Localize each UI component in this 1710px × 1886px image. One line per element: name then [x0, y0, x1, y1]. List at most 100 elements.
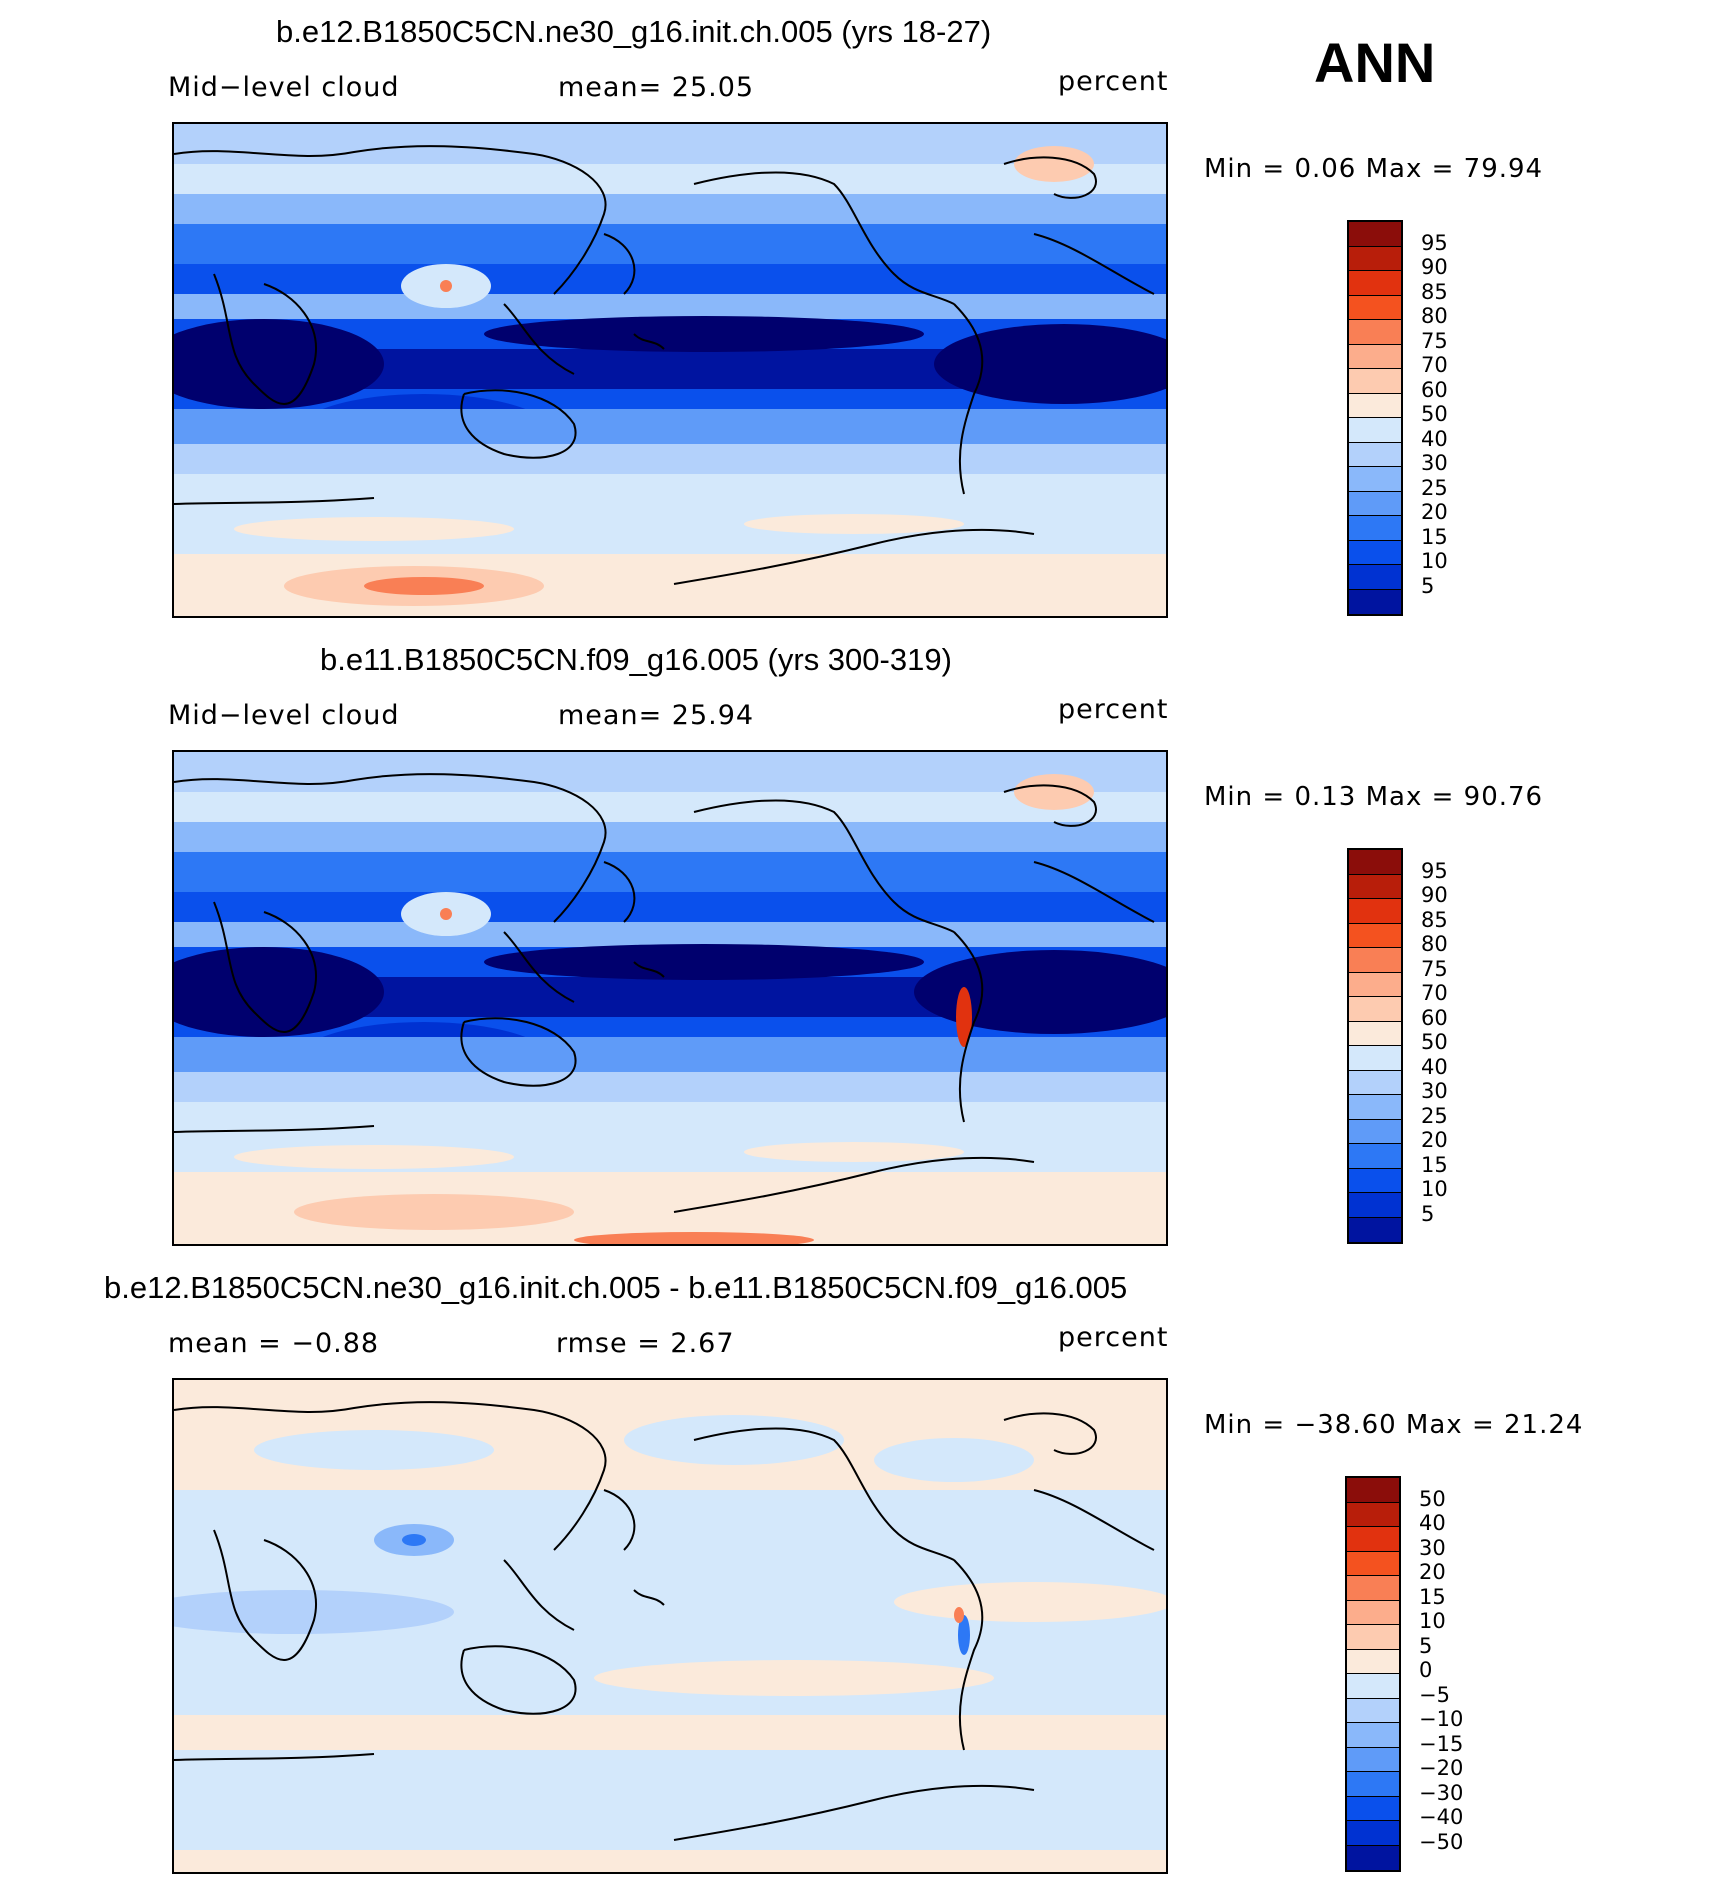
- colorbar-1-label: 85: [1421, 280, 1448, 304]
- colorbar-3-seg: [1347, 1747, 1399, 1772]
- colorbar-3-seg: [1347, 1821, 1399, 1846]
- colorbar-3-seg: [1347, 1674, 1399, 1699]
- colorbar-2-seg: [1349, 1021, 1401, 1046]
- panel-1-units: percent: [1058, 66, 1169, 97]
- colorbar-2-seg: [1349, 1119, 1401, 1144]
- colorbar-1-label: 80: [1421, 304, 1448, 328]
- colorbar-2-seg: [1349, 1144, 1401, 1169]
- colorbar-1-label: 25: [1421, 476, 1448, 500]
- colorbar-1-seg: [1349, 369, 1401, 394]
- colorbar-3-seg: [1347, 1502, 1399, 1527]
- colorbar-2-seg: [1349, 923, 1401, 948]
- panel-3-colorbar: [1345, 1476, 1401, 1872]
- colorbar-3-seg: [1347, 1772, 1399, 1797]
- panel-1-colorbar: [1347, 220, 1403, 616]
- colorbar-2-label: 5: [1421, 1202, 1435, 1226]
- colorbar-3-seg: [1347, 1625, 1399, 1650]
- colorbar-1-seg: [1349, 516, 1401, 541]
- colorbar-3-seg: [1347, 1698, 1399, 1723]
- colorbar-1-label: 70: [1421, 353, 1448, 377]
- colorbar-3-seg: [1347, 1723, 1399, 1748]
- colorbar-1-seg: [1349, 222, 1401, 247]
- colorbar-2-seg: [1349, 972, 1401, 997]
- colorbar-3-seg: [1347, 1649, 1399, 1674]
- colorbar-3-label: 0: [1419, 1658, 1433, 1682]
- colorbar-1-seg: [1349, 271, 1401, 296]
- colorbar-3-seg: [1347, 1796, 1399, 1821]
- colorbar-3-seg: [1347, 1845, 1399, 1870]
- colorbar-3-label: −10: [1419, 1707, 1464, 1731]
- colorbar-1-label: 15: [1421, 525, 1448, 549]
- colorbar-2-label: 50: [1421, 1030, 1448, 1054]
- panel-3-title: b.e12.B1850C5CN.ne30_g16.init.ch.005 - b…: [104, 1270, 1128, 1305]
- panel-2-map: [172, 750, 1168, 1246]
- colorbar-3-label: 30: [1419, 1536, 1446, 1560]
- colorbar-1-seg: [1349, 491, 1401, 516]
- colorbar-3-label: −40: [1419, 1805, 1464, 1829]
- panel-2-minmax: Min = 0.13 Max = 90.76: [1204, 782, 1544, 812]
- panel-2-title: b.e11.B1850C5CN.f09_g16.005 (yrs 300-319…: [320, 642, 952, 677]
- colorbar-1-seg: [1349, 467, 1401, 492]
- colorbar-3-label: 20: [1419, 1560, 1446, 1584]
- colorbar-3-label: 50: [1419, 1487, 1446, 1511]
- panel-2-units: percent: [1058, 694, 1169, 725]
- colorbar-3-seg: [1347, 1600, 1399, 1625]
- colorbar-1-label: 95: [1421, 231, 1448, 255]
- panel-2-map-svg: [174, 752, 1166, 1244]
- colorbar-2-seg: [1349, 1217, 1401, 1242]
- colorbar-1-seg: [1349, 565, 1401, 590]
- colorbar-2-seg: [1349, 1046, 1401, 1071]
- panel-2-variable-label: Mid−level cloud: [168, 700, 400, 731]
- panel-2-colorbar: [1347, 848, 1403, 1244]
- colorbar-2-label: 15: [1421, 1153, 1448, 1177]
- colorbar-2-seg: [1349, 899, 1401, 924]
- colorbar-1-seg: [1349, 246, 1401, 271]
- colorbar-1-seg: [1349, 320, 1401, 345]
- colorbar-1-seg: [1349, 442, 1401, 467]
- colorbar-3-label: 10: [1419, 1609, 1446, 1633]
- colorbar-1-seg: [1349, 295, 1401, 320]
- colorbar-2-label: 95: [1421, 859, 1448, 883]
- colorbar-1-seg: [1349, 540, 1401, 565]
- colorbar-2-label: 30: [1421, 1079, 1448, 1103]
- colorbar-1-seg: [1349, 418, 1401, 443]
- season-label: ANN: [1314, 31, 1436, 94]
- colorbar-2-label: 90: [1421, 883, 1448, 907]
- panel-1-title: b.e12.B1850C5CN.ne30_g16.init.ch.005 (yr…: [276, 14, 992, 49]
- panel-3-map-svg: [174, 1380, 1166, 1872]
- panel-1-map-svg: [174, 124, 1166, 616]
- colorbar-1-seg: [1349, 393, 1401, 418]
- colorbar-3-seg: [1347, 1478, 1399, 1503]
- colorbar-2-seg: [1349, 1095, 1401, 1120]
- panel-1-map: [172, 122, 1168, 618]
- panel-3-rmse-label: rmse = 2.67: [556, 1328, 735, 1359]
- colorbar-3-seg: [1347, 1551, 1399, 1576]
- panel-3-units: percent: [1058, 1322, 1169, 1353]
- colorbar-2-seg: [1349, 948, 1401, 973]
- colorbar-2-seg: [1349, 850, 1401, 875]
- colorbar-3-label: 40: [1419, 1511, 1446, 1535]
- colorbar-2-label: 85: [1421, 908, 1448, 932]
- colorbar-2-label: 70: [1421, 981, 1448, 1005]
- colorbar-1-seg: [1349, 589, 1401, 614]
- colorbar-2-label: 40: [1421, 1055, 1448, 1079]
- panel-2-mean-label: mean= 25.94: [558, 700, 755, 731]
- colorbar-3-seg: [1347, 1576, 1399, 1601]
- colorbar-3-label: −5: [1419, 1683, 1450, 1707]
- colorbar-1-seg: [1349, 344, 1401, 369]
- colorbar-2-label: 80: [1421, 932, 1448, 956]
- panel-3-map: [172, 1378, 1168, 1874]
- colorbar-2-label: 20: [1421, 1128, 1448, 1152]
- panel-3-mean-label: mean = −0.88: [168, 1328, 380, 1359]
- colorbar-1-label: 40: [1421, 427, 1448, 451]
- colorbar-3-label: −50: [1419, 1830, 1464, 1854]
- colorbar-3-label: 15: [1419, 1585, 1446, 1609]
- colorbar-1-label: 30: [1421, 451, 1448, 475]
- colorbar-1-label: 75: [1421, 329, 1448, 353]
- colorbar-2-seg: [1349, 997, 1401, 1022]
- colorbar-1-label: 50: [1421, 402, 1448, 426]
- panel-1-variable-label: Mid−level cloud: [168, 72, 400, 103]
- colorbar-2-label: 10: [1421, 1177, 1448, 1201]
- colorbar-1-label: 90: [1421, 255, 1448, 279]
- colorbar-2-seg: [1349, 1193, 1401, 1218]
